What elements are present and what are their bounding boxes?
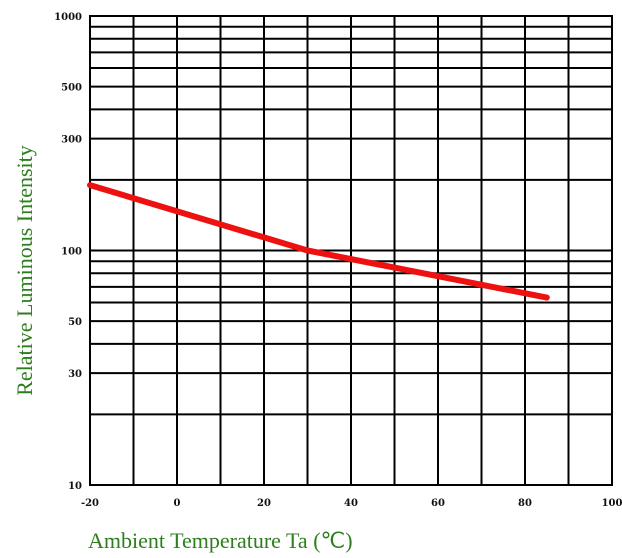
grid: [89, 16, 613, 485]
y-tick-label: 30: [68, 369, 82, 380]
y-axis-title: Relative Luminous Intensity: [12, 145, 37, 396]
x-tick-label: 80: [518, 498, 532, 509]
y-tick-label: 10: [68, 481, 82, 492]
y-tick-label: 100: [61, 247, 82, 258]
y-tick-label: 1000: [54, 12, 82, 23]
x-tick-labels: -20 0 20 40 60 80 100: [81, 498, 622, 509]
y-tick-label: 500: [61, 83, 82, 94]
x-tick-label: -20: [81, 498, 99, 509]
x-tick-label: 40: [344, 498, 358, 509]
y-tick-label: 50: [68, 317, 82, 328]
plot-border: [89, 15, 613, 486]
x-tick-label: 60: [431, 498, 445, 509]
series-line: [87, 182, 550, 301]
x-tick-label: 0: [174, 498, 181, 509]
y-tick-labels: 10 30 50 100 300 500 1000: [54, 12, 82, 492]
x-axis-title: Ambient Temperature Ta (℃): [88, 528, 353, 553]
y-tick-label: 300: [61, 135, 82, 146]
series-group: [87, 182, 550, 301]
x-tick-label: 100: [602, 498, 622, 509]
x-tick-label: 20: [257, 498, 271, 509]
